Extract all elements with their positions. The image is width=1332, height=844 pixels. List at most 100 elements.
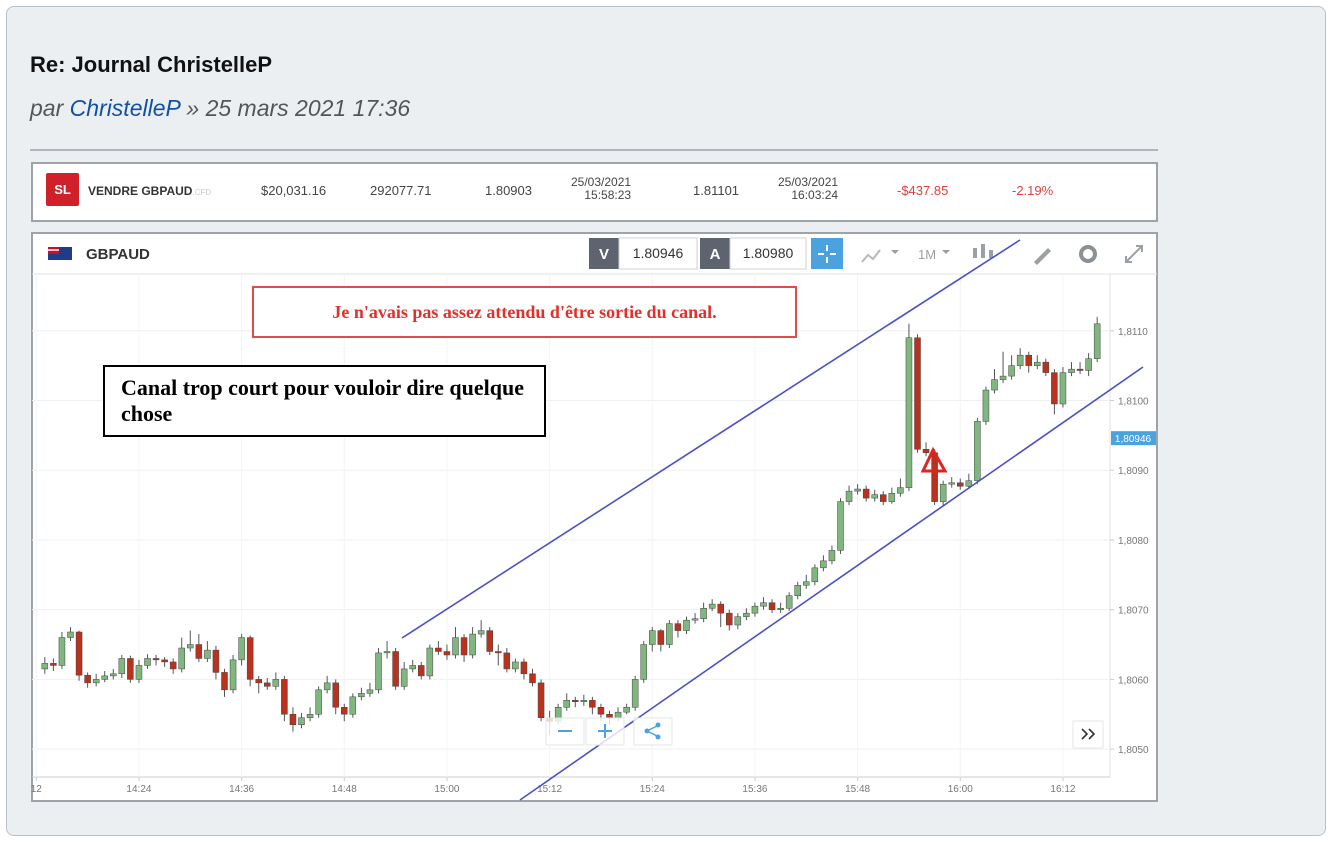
candle-body: [520, 661, 528, 675]
candle-body: [400, 668, 408, 687]
candle-body: [683, 619, 690, 631]
candle-body: [418, 665, 425, 677]
candle-body: [41, 663, 49, 670]
x-tick-label: 12: [31, 784, 43, 795]
candle-body: [794, 585, 801, 596]
candle-body: [820, 560, 827, 569]
author-link[interactable]: ChristelleP: [69, 95, 180, 121]
candle-body: [743, 612, 750, 617]
candle-body: [965, 480, 973, 487]
candle-body: [1068, 368, 1075, 373]
candle-body: [897, 487, 904, 494]
x-tick-label: 15:48: [845, 784, 870, 795]
candle-body: [606, 714, 613, 718]
candle-body: [221, 672, 228, 691]
candle-body: [426, 647, 434, 677]
sell-label: V: [599, 246, 609, 263]
candle-body: [246, 637, 254, 680]
candle-body: [358, 693, 365, 698]
dropdown: [891, 250, 899, 254]
candle-body: [512, 661, 519, 670]
candle-body: [323, 682, 331, 691]
candles-icon[interactable]: [973, 244, 993, 258]
candle-body: [674, 623, 682, 631]
candle-body: [229, 659, 237, 691]
fullscreen-icon[interactable]: [1125, 245, 1143, 263]
candle-body: [649, 630, 656, 645]
close-time: 16:03:24: [791, 188, 839, 202]
candle-body: [905, 337, 913, 488]
candle-body: [657, 630, 665, 645]
candle-body: [366, 689, 374, 694]
candle-body: [751, 605, 759, 614]
candle-body: [118, 658, 126, 675]
candle-body: [572, 700, 579, 702]
candle-body: [204, 649, 211, 659]
y-tick-label: 1,8070: [1118, 606, 1149, 617]
y-tick-label: 1,8090: [1118, 466, 1149, 477]
candle-body: [1093, 323, 1101, 359]
buy-label: A: [710, 246, 721, 263]
flag-icon: [48, 247, 72, 260]
candle-body: [178, 647, 185, 670]
buy-price: 1.80980: [743, 245, 794, 261]
candle-body: [255, 679, 262, 684]
x-tick-label: 15:36: [742, 784, 767, 795]
candle-body: [503, 652, 511, 670]
candle-body: [152, 658, 160, 661]
candle-body: [1076, 368, 1084, 371]
trade-row: SL VENDRE GBPAUD.CFD $20,031.16 292077.7…: [31, 162, 1158, 222]
y-tick-label: 1,8110: [1118, 327, 1148, 338]
candle-body: [409, 665, 416, 670]
open-datetime: 25/03/2021 15:58:23: [571, 176, 631, 202]
settings-icon[interactable]: [1079, 245, 1097, 263]
symbol: GBPAUD: [86, 246, 150, 263]
sell-button[interactable]: [589, 238, 619, 269]
units: 292077.71: [370, 183, 432, 198]
candle-body: [828, 550, 836, 562]
y-tick-label: 1,8100: [1118, 397, 1149, 408]
candle-body: [75, 631, 83, 676]
candle-body: [640, 644, 647, 680]
candle-body: [777, 608, 784, 610]
candle-body: [1016, 354, 1024, 366]
post-date: » 25 mars 2021 17:36: [186, 95, 411, 121]
candle-body: [264, 682, 271, 687]
candle-body: [845, 490, 853, 502]
candle-body: [880, 494, 887, 502]
chart-type-icon[interactable]: [861, 249, 881, 263]
candle-body: [948, 482, 955, 485]
candle-body: [84, 674, 91, 684]
x-tick-label: 15:24: [640, 784, 665, 795]
crosshair-button[interactable]: [811, 238, 843, 269]
post-byline: par ChristelleP » 25 mars 2021 17:36: [30, 95, 410, 122]
timeframe[interactable]: 1M: [918, 247, 936, 262]
buy-button[interactable]: [700, 238, 730, 269]
candle-body: [811, 567, 819, 583]
candle-body: [315, 689, 322, 715]
candle-body: [195, 644, 203, 659]
candle-body: [67, 631, 74, 638]
share-button[interactable]: [633, 717, 673, 746]
candle-body: [238, 637, 245, 661]
sell-price-box: [618, 237, 698, 270]
price-marker: [1111, 431, 1156, 446]
candle-body: [726, 612, 733, 626]
candle-body: [991, 379, 998, 391]
by-label: par: [30, 95, 64, 121]
candle-body: [631, 679, 639, 708]
open-price: 1.80903: [485, 183, 532, 198]
price-marker-label: 1,80946: [1115, 434, 1152, 445]
scroll-end[interactable]: [1072, 720, 1104, 749]
close-datetime: 25/03/2021 16:03:24: [778, 176, 838, 202]
crosshair-icon: [818, 245, 836, 263]
candle-body: [529, 673, 536, 684]
candle-body: [477, 630, 485, 635]
candle-body: [486, 630, 493, 652]
draw-icon[interactable]: [1034, 248, 1051, 265]
candle-body: [58, 637, 66, 666]
annotation-red: Je n'avais pas assez attendu d'être sort…: [252, 286, 797, 338]
pnl-percent: -2.19%: [1012, 183, 1054, 198]
candle-body: [862, 488, 870, 499]
